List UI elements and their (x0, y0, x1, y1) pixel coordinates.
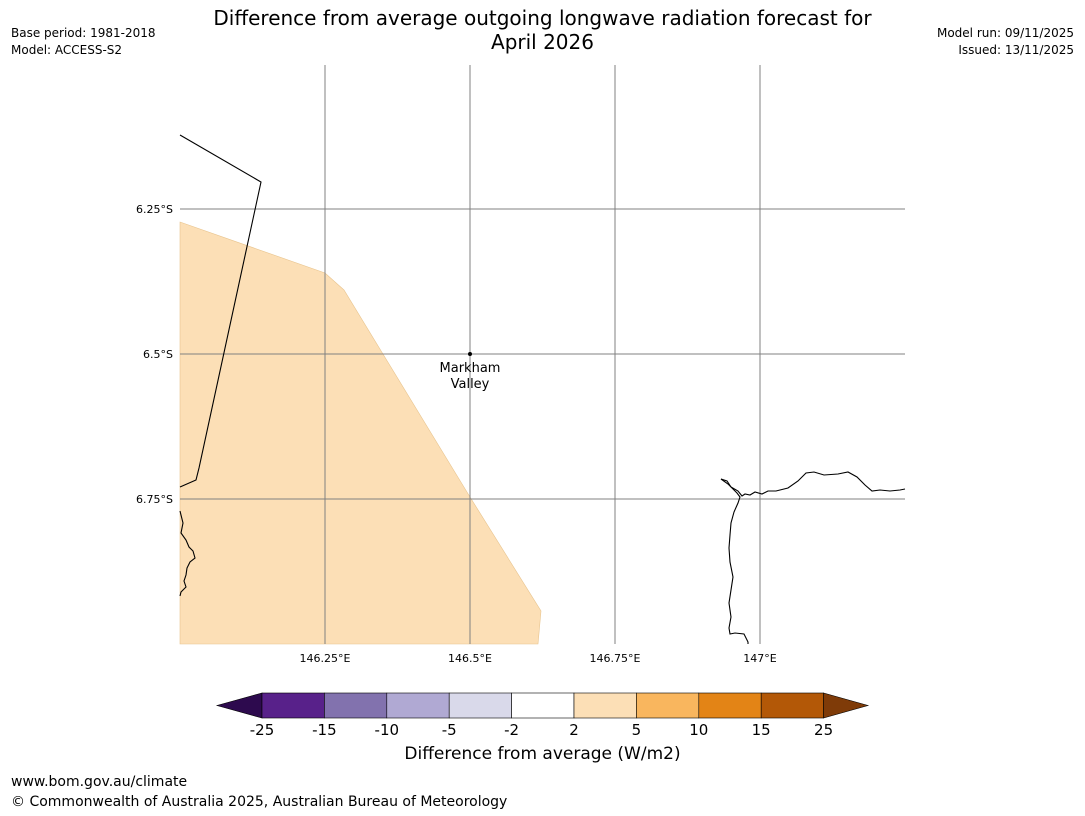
lat-label-6-75: 6.75°S (136, 493, 173, 506)
colorbar-bin-15-25 (760, 692, 824, 719)
lat-label-6-5: 6.5°S (143, 348, 173, 361)
place-label-line-2: Valley (451, 377, 490, 392)
coastline-east (720, 471, 906, 497)
issued-date: Issued: 13/11/2025 (958, 43, 1074, 57)
base-period: Base period: 1981-2018 (11, 26, 156, 40)
model-run: Model run: 09/11/2025 (936, 26, 1074, 40)
place-label-line-1: Markham (440, 361, 501, 376)
meta-left: Base period: 1981-2018 Model: ACCESS-S2 (11, 25, 156, 59)
province-boundary (179, 134, 262, 488)
meta-right: Model run: 09/11/2025 Issued: 13/11/2025 (937, 25, 1074, 59)
coastline-west (179, 510, 196, 597)
chart-title: Difference from average outgoing longwav… (180, 6, 905, 54)
colorbar-tick: -25 (250, 721, 275, 739)
colorbar-tick: 15 (752, 721, 771, 739)
anomaly-region (179, 221, 542, 645)
colorbar-bin-2-5 (573, 692, 637, 719)
graticule (180, 65, 905, 644)
colorbar-tick: -2 (504, 721, 519, 739)
colorbar-tick: 10 (689, 721, 708, 739)
lon-label-146-75: 146.75°E (590, 652, 641, 665)
colorbar-bin--25--15 (261, 692, 325, 719)
colorbar-bin--2-2 (511, 692, 575, 719)
colorbar-tick: 2 (569, 721, 579, 739)
colorbar-tick: -5 (442, 721, 457, 739)
lon-label-146-25: 146.25°E (300, 652, 351, 665)
colorbar-bin--5--2 (448, 692, 512, 719)
colorbar-tick: -15 (312, 721, 337, 739)
colorbar-low-extend (215, 692, 263, 719)
colorbar: -25 -15 -10 -5 -2 2 5 10 15 25 (215, 692, 870, 739)
colorbar-bin-5-10 (636, 692, 700, 719)
markham-valley-marker (468, 352, 472, 356)
colorbar-tick: 5 (632, 721, 642, 739)
title-line-2: April 2026 (491, 30, 594, 54)
colorbar-bin--10--5 (386, 692, 450, 719)
colorbar-tick: -10 (375, 721, 400, 739)
colorbar-tick: 25 (814, 721, 833, 739)
title-line-1: Difference from average outgoing longwav… (213, 6, 872, 30)
lat-label-6-25: 6.25°S (136, 203, 173, 216)
footer-url[interactable]: www.bom.gov.au/climate (11, 774, 188, 790)
lon-label-146-5: 146.5°E (448, 652, 492, 665)
colorbar-high-extend (823, 692, 870, 719)
lon-label-147: 147°E (743, 652, 776, 665)
footer-copyright: © Commonwealth of Australia 2025, Austra… (11, 794, 508, 810)
colorbar-label: Difference from average (W/m2) (404, 744, 681, 764)
coastlines (179, 134, 906, 644)
colorbar-bin-10-15 (698, 692, 762, 719)
model-name: Model: ACCESS-S2 (11, 43, 123, 57)
river (720, 478, 749, 644)
colorbar-bin--15--10 (324, 692, 388, 719)
